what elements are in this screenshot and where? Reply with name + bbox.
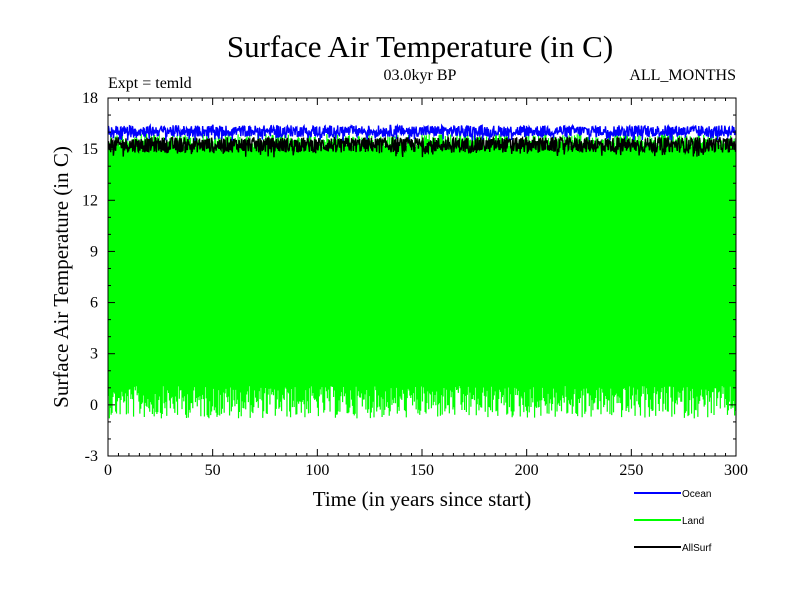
y-tick-label: 9 [90,243,98,260]
x-axis-label: Time (in years since start) [313,487,532,511]
x-tick-label: 300 [724,462,748,479]
legend: Ocean Land AllSurf [634,489,712,554]
series-line-land [108,133,736,419]
chart-subtitle: 03.0kyr BP [384,67,457,84]
y-tick-label: 3 [90,346,98,363]
legend-label-land: Land [682,516,704,527]
x-tick-label: 50 [205,462,221,479]
y-tick-label: 12 [82,192,98,209]
legend-label-allsurf: AllSurf [682,543,712,554]
y-axis-label: Surface Air Temperature (in C) [49,146,73,408]
x-axis: 0 50 100 150 200 250 300 [104,98,748,479]
x-tick-label: 200 [515,462,539,479]
months-label: ALL_MONTHS [629,67,736,84]
y-tick-label: 6 [90,295,98,312]
series-layer [108,123,736,419]
series-line-ocean [108,123,736,141]
chart-title: Surface Air Temperature (in C) [227,29,613,64]
y-tick-label: 15 [82,141,98,158]
x-tick-label: 150 [410,462,434,479]
legend-label-ocean: Ocean [682,489,711,500]
x-tick-label: 0 [104,462,112,479]
x-tick-label: 100 [305,462,329,479]
plot-area: 0 50 100 150 200 250 300 -3 0 3 6 9 12 15 18 [82,90,748,479]
x-tick-label: 250 [619,462,643,479]
expt-label: Expt = temld [108,75,192,92]
y-tick-label: -3 [85,448,98,465]
y-tick-label: 0 [90,397,98,414]
y-tick-label: 18 [82,90,98,107]
series-line-allsurf [108,134,736,158]
y-axis: -3 0 3 6 9 12 15 18 [82,90,736,465]
